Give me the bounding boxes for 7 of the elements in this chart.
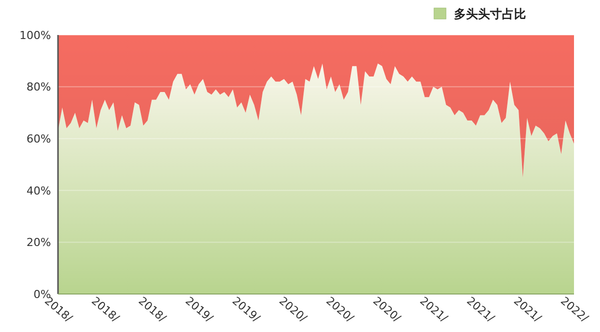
- y-tick-label: 20%: [26, 236, 51, 250]
- legend-label: 多头头寸占比: [454, 7, 526, 22]
- y-tick-label: 60%: [26, 132, 51, 146]
- y-tick-label: 100%: [20, 28, 51, 42]
- y-tick-label: 80%: [26, 80, 51, 94]
- y-tick-label: 40%: [26, 184, 51, 198]
- y-tick-label: 0%: [34, 288, 51, 301]
